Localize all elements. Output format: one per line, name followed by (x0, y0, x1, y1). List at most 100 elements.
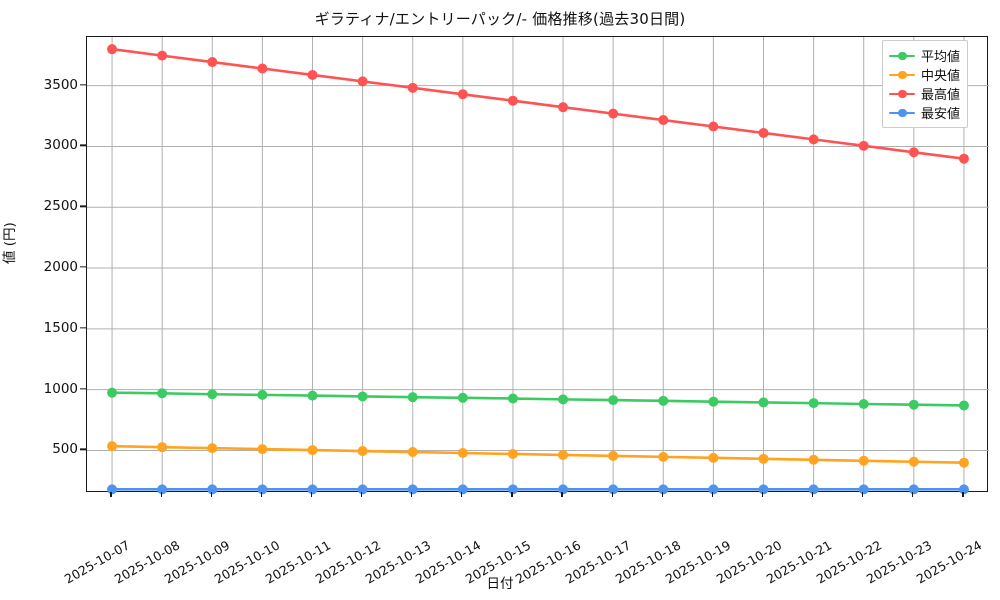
data-point (958, 400, 969, 411)
x-tick-mark (310, 492, 313, 497)
data-series-layer (107, 44, 969, 495)
legend-marker-icon (889, 49, 915, 63)
data-point (658, 451, 669, 462)
legend-item-median[interactable]: 中央値 (889, 65, 960, 84)
data-point (858, 484, 869, 495)
data-point (407, 484, 418, 495)
legend-marker-icon (889, 87, 915, 101)
data-point (908, 456, 919, 467)
data-point (507, 448, 518, 459)
x-tick-mark (561, 492, 563, 497)
legend-label: 平均値 (921, 50, 961, 65)
data-point (958, 457, 969, 468)
data-point (958, 484, 969, 495)
legend-marker-icon (889, 68, 915, 82)
data-point (257, 484, 268, 495)
data-point (558, 449, 569, 460)
data-point (708, 484, 719, 495)
data-point (608, 450, 619, 461)
data-point (608, 108, 619, 119)
x-tick-mark (962, 492, 964, 497)
data-point (758, 484, 769, 495)
data-point (407, 447, 418, 458)
y-tick-label: 3500 (43, 76, 78, 93)
data-point (908, 399, 919, 410)
x-tick-mark (661, 492, 663, 497)
x-tick-mark (461, 492, 463, 497)
data-point (558, 102, 569, 113)
y-tick-mark (80, 144, 86, 147)
y-tick-mark (80, 205, 86, 207)
plot-area (86, 36, 989, 495)
data-point (307, 445, 318, 456)
x-tick-mark (210, 492, 212, 497)
legend-item-max[interactable]: 最高値 (889, 84, 960, 103)
data-point (207, 57, 218, 68)
data-point (157, 442, 168, 453)
data-point (357, 76, 368, 87)
data-point (507, 95, 518, 106)
data-point (457, 392, 468, 403)
data-point (908, 147, 919, 158)
data-point (708, 396, 719, 407)
data-point (708, 452, 719, 463)
data-point (808, 134, 819, 145)
data-point (307, 390, 318, 401)
x-tick-mark (260, 492, 263, 497)
data-point (507, 393, 518, 404)
data-point (457, 484, 468, 495)
y-tick-mark (80, 387, 86, 390)
x-tick-mark (912, 492, 914, 497)
chart-legend: 平均値 中央値 最高値 最安値 (882, 40, 969, 128)
y-tick-mark (80, 266, 86, 268)
legend-item-min[interactable]: 最安値 (889, 103, 960, 122)
data-point (407, 82, 418, 93)
data-point (758, 453, 769, 464)
data-point (858, 140, 869, 151)
y-tick-label: 2500 (43, 198, 78, 215)
data-point (207, 443, 218, 454)
data-point (257, 389, 268, 400)
y-tick-label: 1000 (43, 380, 78, 397)
y-tick-label: 3000 (43, 137, 78, 154)
series-line-1 (110, 444, 966, 465)
data-point (908, 484, 919, 495)
data-point (708, 121, 719, 132)
x-tick-mark (811, 492, 814, 497)
grid-lines (87, 37, 989, 493)
series-line-0 (110, 391, 966, 407)
y-tick-mark (80, 327, 86, 329)
data-point (107, 387, 118, 398)
data-point (307, 69, 318, 80)
x-tick-mark (511, 492, 513, 497)
data-point (407, 392, 418, 403)
data-point (658, 115, 669, 126)
x-tick-mark (360, 492, 363, 497)
data-point (257, 63, 268, 74)
legend-marker-icon (889, 106, 915, 120)
data-point (658, 484, 669, 495)
x-tick-mark (110, 492, 112, 497)
x-tick-mark (761, 492, 764, 497)
chart-title: ギラティナ/エントリーパック/- 価格推移(過去30日間) (314, 10, 686, 28)
data-point (457, 447, 468, 458)
data-point (558, 484, 569, 495)
data-point (808, 398, 819, 409)
data-point (157, 388, 168, 399)
data-point (157, 50, 168, 61)
x-axis-ticks: 2025-10-07 2025-10-08 2025-10-09 2025-10-10… (0, 492, 1000, 592)
data-point (507, 484, 518, 495)
legend-item-average[interactable]: 平均値 (889, 46, 960, 65)
y-tick-mark (80, 83, 86, 86)
data-point (658, 395, 669, 406)
data-point (257, 444, 268, 455)
data-point (357, 484, 368, 495)
x-tick-mark (862, 492, 864, 497)
data-point (608, 484, 619, 495)
data-point (958, 153, 969, 164)
data-point (758, 127, 769, 138)
data-point (808, 484, 819, 495)
legend-label: 最安値 (921, 107, 961, 122)
data-point (858, 455, 869, 466)
x-tick-mark (711, 492, 714, 497)
